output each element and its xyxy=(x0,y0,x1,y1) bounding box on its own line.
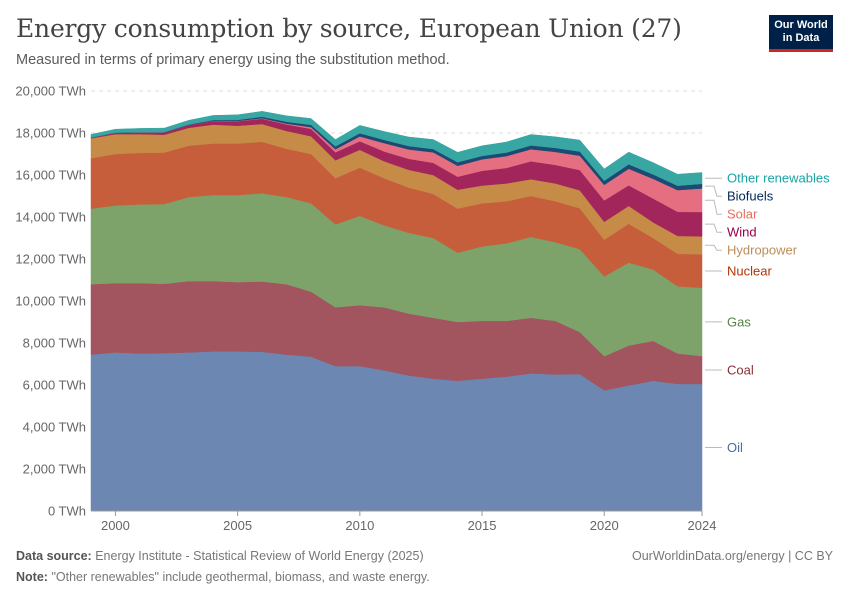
legend-label-oil[interactable]: Oil xyxy=(727,440,743,455)
legend-connector xyxy=(705,199,722,215)
legend-label-other-renewables[interactable]: Other renewables xyxy=(727,171,830,186)
y-tick-label: 2,000 TWh xyxy=(23,462,86,477)
y-tick-label: 6,000 TWh xyxy=(23,378,86,393)
source-text[interactable]: Energy Institute - Statistical Review of… xyxy=(95,549,424,563)
legend-label-coal[interactable]: Coal xyxy=(727,362,754,377)
y-tick-label: 20,000 TWh xyxy=(15,84,86,99)
data-source: Data source: Energy Institute - Statisti… xyxy=(16,549,424,563)
y-tick-label: 8,000 TWh xyxy=(23,336,86,351)
y-tick-label: 10,000 TWh xyxy=(15,294,86,309)
chart-subtitle: Measured in terms of primary energy usin… xyxy=(16,52,450,68)
area-other-renewables[interactable] xyxy=(90,111,703,186)
y-tick-label: 12,000 TWh xyxy=(15,252,86,267)
x-tick-label: 2024 xyxy=(688,518,717,533)
x-tick-label: 2015 xyxy=(468,518,497,533)
legend-connector xyxy=(705,185,722,197)
note-text: "Other renewables" include geothermal, b… xyxy=(51,570,430,584)
logo-line-1: Our World xyxy=(774,19,828,31)
y-tick-label: 14,000 TWh xyxy=(15,210,86,225)
y-tick-label: 16,000 TWh xyxy=(15,168,86,183)
logo-line-2: in Data xyxy=(782,32,820,44)
legend-label-hydropower[interactable]: Hydropower xyxy=(727,243,798,258)
note-label: Note: xyxy=(16,570,48,584)
legend-label-gas[interactable]: Gas xyxy=(727,314,751,329)
x-tick-label: 2000 xyxy=(101,518,130,533)
x-tick-label: 2010 xyxy=(345,518,374,533)
credit-link[interactable]: OurWorldinData.org/energy | CC BY xyxy=(631,549,833,563)
legend-label-solar[interactable]: Solar xyxy=(727,207,758,222)
axes: 0 TWh 2,000 TWh 4,000 TWh 6,000 TWh 8,000 TW… xyxy=(15,84,716,534)
x-tick-label: 2005 xyxy=(223,518,252,533)
legend-label-nuclear[interactable]: Nuclear xyxy=(727,263,772,278)
legend[interactable]: Oil Coal Gas Nuclear Hydropower Wind Solar Biof… xyxy=(705,171,830,455)
y-tick-label: 18,000 TWh xyxy=(15,126,86,141)
area-layer[interactable] xyxy=(90,111,703,512)
source-label: Data source: xyxy=(16,549,92,563)
legend-connector xyxy=(705,223,722,233)
x-tick-label: 2020 xyxy=(590,518,619,533)
legend-label-wind[interactable]: Wind xyxy=(727,225,757,240)
legend-label-biofuels[interactable]: Biofuels xyxy=(727,189,774,204)
owid-logo[interactable]: Our World in Data xyxy=(769,15,833,52)
y-tick-label: 0 TWh xyxy=(48,504,86,519)
chart-note: Note: "Other renewables" include geother… xyxy=(16,570,430,584)
legend-connector xyxy=(705,244,722,251)
chart-title: Energy consumption by source, European U… xyxy=(16,14,682,43)
y-tick-label: 4,000 TWh xyxy=(23,420,86,435)
